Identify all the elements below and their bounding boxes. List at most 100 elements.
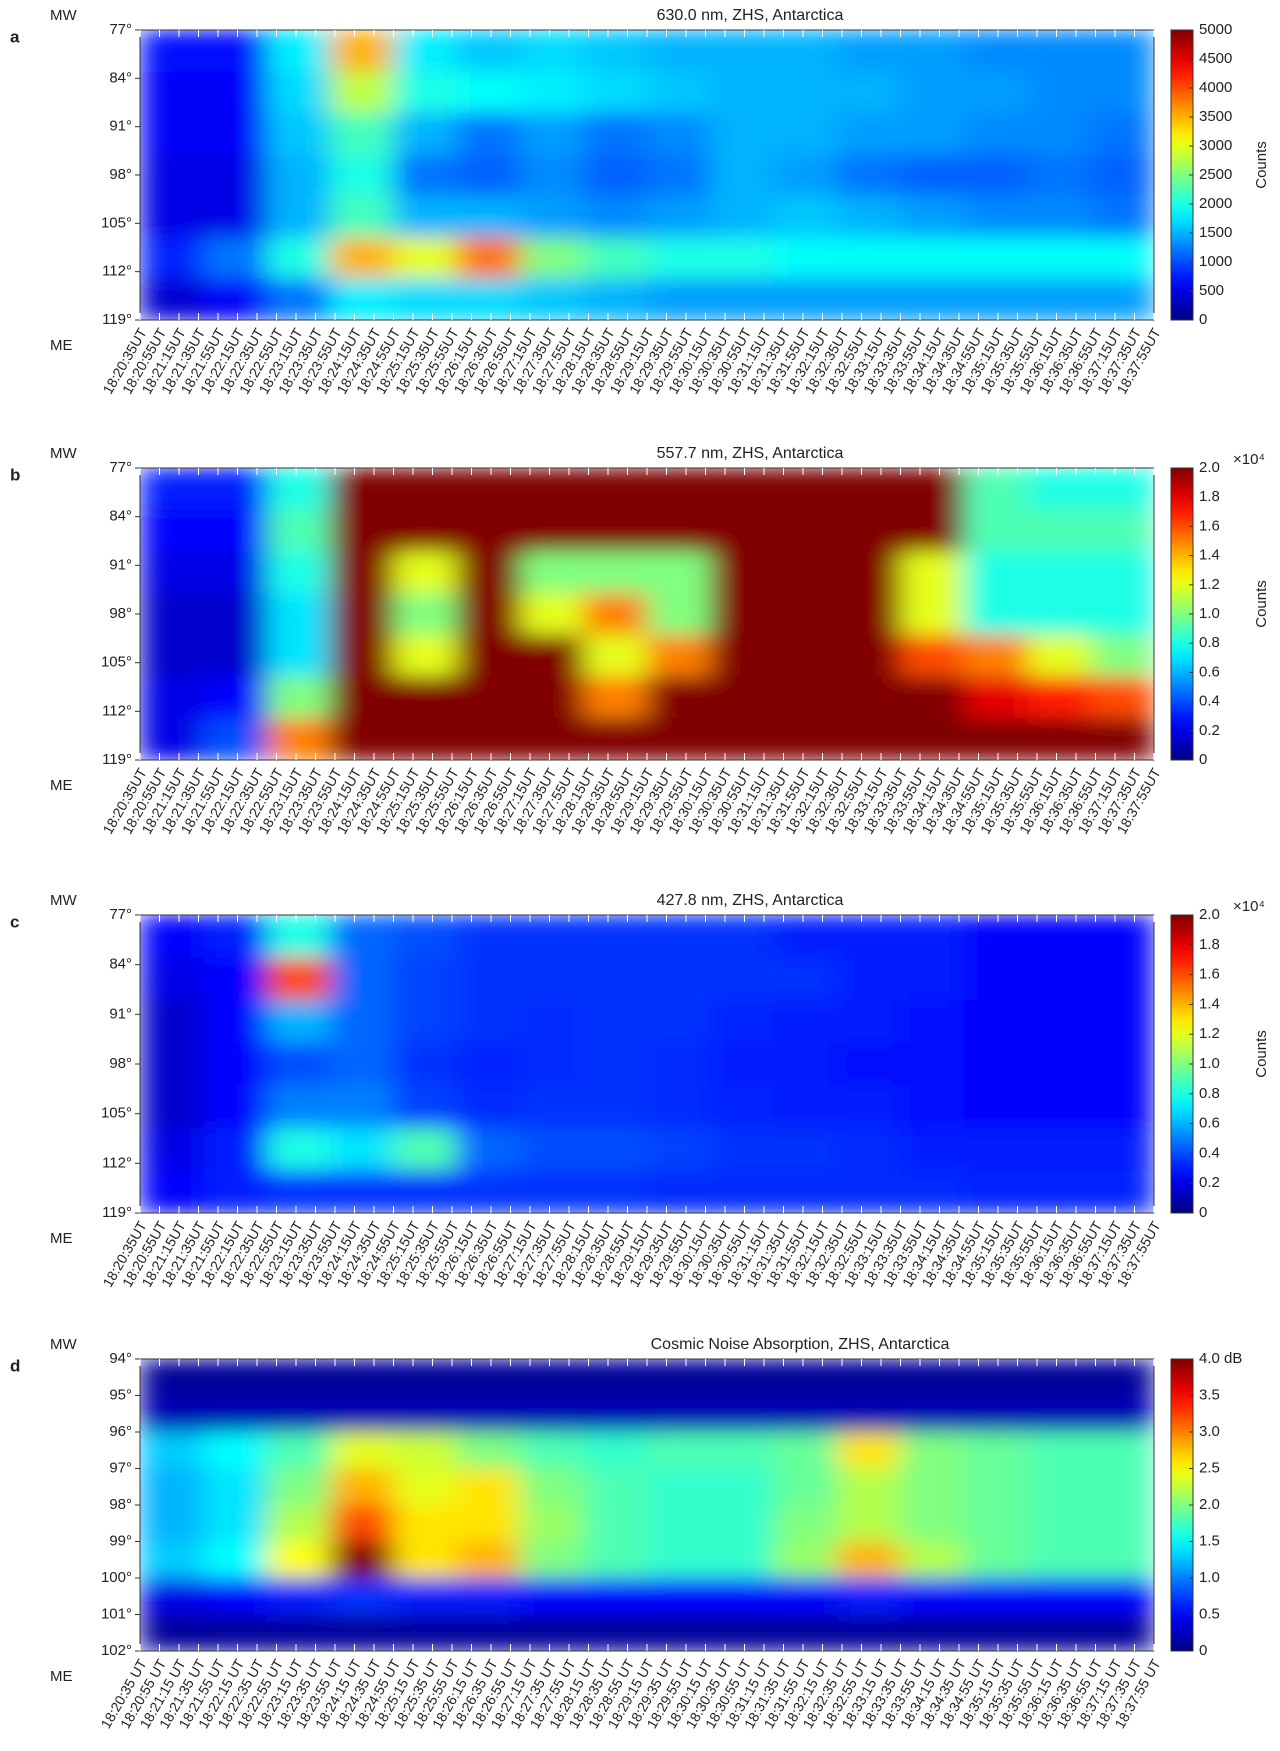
heatmap-cell bbox=[266, 676, 331, 719]
heatmap-cell bbox=[837, 718, 902, 760]
heatmap-cell bbox=[900, 1432, 965, 1470]
heatmap-cell bbox=[583, 71, 648, 114]
y-tick-label: 94° bbox=[109, 1350, 132, 1367]
heatmap-cell bbox=[1027, 718, 1092, 760]
y-tick-label: 112° bbox=[102, 263, 132, 280]
heatmap-cell bbox=[140, 1127, 204, 1172]
heatmap-cell bbox=[773, 1000, 838, 1044]
heatmap-cell bbox=[520, 509, 585, 553]
y-tick-label: 91° bbox=[109, 556, 132, 573]
heatmap-cell bbox=[393, 112, 458, 155]
colorbar-tick-label: 1.2 bbox=[1199, 576, 1220, 593]
y-tick-label: 84° bbox=[109, 956, 132, 973]
heatmap-cell bbox=[900, 195, 965, 238]
heatmap-cell bbox=[1027, 1541, 1092, 1579]
heatmap-cell bbox=[330, 112, 395, 155]
heatmap-cell bbox=[837, 915, 902, 959]
heatmap-cell bbox=[456, 1578, 521, 1616]
heatmap-cell bbox=[203, 112, 268, 155]
heatmap-cell bbox=[710, 915, 775, 959]
heatmap-cell bbox=[330, 1468, 395, 1506]
heatmap-cell bbox=[330, 718, 395, 760]
heatmap-cell bbox=[203, 1170, 268, 1213]
heatmap-cell bbox=[520, 1505, 585, 1543]
heatmap-cell bbox=[1027, 468, 1092, 511]
heatmap-cell bbox=[330, 593, 395, 636]
heatmap-cell bbox=[393, 634, 458, 678]
heatmap-cell bbox=[583, 1432, 648, 1470]
heatmap-cells bbox=[140, 468, 1154, 760]
colorbar-tick-label: 2.0 bbox=[1199, 906, 1220, 923]
heatmap-cell bbox=[203, 1042, 268, 1086]
colorbar-tick-label: 500 bbox=[1199, 282, 1224, 299]
heatmap-cell bbox=[963, 154, 1028, 197]
heatmap-cell bbox=[140, 1614, 204, 1651]
heatmap-cell bbox=[647, 551, 711, 594]
colorbar-label: Counts bbox=[1253, 1030, 1270, 1078]
heatmap-cell bbox=[710, 1505, 775, 1543]
heatmap-cell bbox=[330, 1432, 395, 1470]
colorbar-tick-label: 1.0 bbox=[1199, 1569, 1220, 1586]
heatmap-cell bbox=[203, 551, 268, 594]
heatmap-cell bbox=[1090, 718, 1154, 760]
heatmap-cell bbox=[647, 1359, 711, 1397]
heatmap-cell bbox=[520, 1432, 585, 1470]
heatmap-cell bbox=[520, 676, 585, 719]
heatmap-cell bbox=[1027, 112, 1092, 155]
y-tick-label: 91° bbox=[109, 118, 132, 135]
heatmap-cell bbox=[140, 718, 204, 760]
heatmap-cell bbox=[900, 718, 965, 760]
heatmap-cell bbox=[773, 1432, 838, 1470]
heatmap-cell bbox=[900, 1042, 965, 1086]
heatmap-cell bbox=[963, 1578, 1028, 1616]
heatmap-cell bbox=[900, 30, 965, 73]
heatmap-cell bbox=[900, 1578, 965, 1616]
y-tick-label: 119° bbox=[102, 751, 132, 768]
colorbar-tick-label: 2500 bbox=[1199, 166, 1232, 183]
heatmap-cell bbox=[520, 1468, 585, 1506]
heatmap-cell bbox=[773, 30, 838, 73]
heatmap-cell bbox=[1027, 1170, 1092, 1213]
heatmap-cell bbox=[647, 1000, 711, 1044]
heatmap-cell bbox=[1090, 154, 1154, 197]
heatmap-cell bbox=[837, 195, 902, 238]
heatmap-cell bbox=[456, 278, 521, 320]
heatmap-cell bbox=[266, 112, 331, 155]
heatmap-cell bbox=[583, 509, 648, 553]
heatmap-cell bbox=[393, 468, 458, 511]
heatmap-cell bbox=[1090, 1042, 1154, 1086]
heatmap-cell bbox=[900, 237, 965, 280]
heatmap-cell bbox=[1090, 676, 1154, 719]
heatmap-cell bbox=[583, 468, 648, 511]
heatmap-cell bbox=[963, 1395, 1028, 1433]
heatmap-cell bbox=[203, 593, 268, 636]
heatmap-cell bbox=[837, 1000, 902, 1044]
y-tick-label: 97° bbox=[109, 1459, 132, 1476]
heatmap-cell bbox=[203, 915, 268, 959]
y-tick-label: 91° bbox=[109, 1005, 132, 1022]
heatmap-cell bbox=[330, 551, 395, 594]
heatmap-cell bbox=[583, 112, 648, 155]
heatmap-cell bbox=[266, 1042, 331, 1086]
heatmap-cell bbox=[963, 468, 1028, 511]
heatmap-cells bbox=[140, 30, 1154, 320]
heatmap-cell bbox=[330, 71, 395, 114]
heatmap-cell bbox=[583, 195, 648, 238]
colorbar-tick-label: 0.8 bbox=[1199, 634, 1220, 651]
heatmap-cell bbox=[456, 71, 521, 114]
heatmap-cell bbox=[837, 1085, 902, 1129]
y-tick-label: 98° bbox=[109, 166, 132, 183]
heatmap-cell bbox=[520, 915, 585, 959]
heatmap-cell bbox=[393, 1359, 458, 1397]
heatmap-cell bbox=[900, 278, 965, 320]
heatmap-cell bbox=[963, 718, 1028, 760]
y-top-label: MW bbox=[50, 7, 77, 24]
heatmap-cell bbox=[456, 1000, 521, 1044]
heatmap-cell bbox=[1090, 237, 1154, 280]
heatmap-cell bbox=[1090, 915, 1154, 959]
heatmap-cell bbox=[266, 1614, 331, 1651]
heatmap-cell bbox=[456, 195, 521, 238]
heatmap-cell bbox=[647, 112, 711, 155]
heatmap-cell bbox=[456, 676, 521, 719]
